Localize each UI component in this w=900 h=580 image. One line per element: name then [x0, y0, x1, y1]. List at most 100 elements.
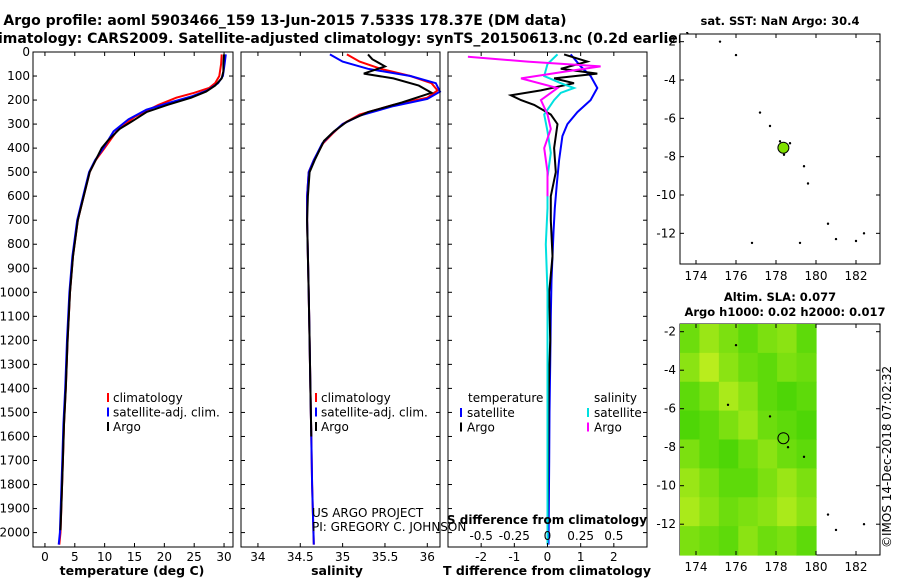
map-xtick-label: 180 [805, 269, 828, 283]
map-ytick-label: -2 [664, 35, 676, 49]
sla-cell [718, 352, 739, 383]
xtick-label: 5 [71, 550, 79, 564]
legend-label: Argo [467, 421, 495, 435]
sla-cell [796, 468, 817, 498]
sla-cell [777, 526, 798, 556]
series-line-argo [59, 54, 225, 531]
sla-cell [699, 324, 720, 354]
legend-label: satellite [467, 406, 515, 420]
ytick-label: 600 [7, 189, 30, 203]
map-ytick-label: -8 [664, 150, 676, 164]
sla-cell [738, 468, 759, 498]
salinity-panel: 34 34.5 35 35.5 36 salinity climatologysatel… [240, 51, 466, 578]
sla-cell [699, 497, 720, 527]
sla-cell [757, 526, 778, 556]
sla-cell [796, 410, 817, 441]
sla-map-panel: Altim. SLA: 0.077 Argo h1000: 0.02 h2000… [656, 290, 885, 574]
xtick-label: -2 [475, 550, 487, 564]
figure-title-line1: Argo profile: aoml 5903466_159 13-Jun-20… [3, 13, 566, 29]
salinity-xlabel: salinity [311, 563, 363, 578]
legend-label: Argo [113, 420, 141, 434]
ytick-label: 1200 [0, 333, 30, 347]
series-line-s-satellite [543, 53, 577, 545]
map-ytick-label: -2 [664, 325, 676, 339]
legend-label: satellite-adj. clim. [113, 406, 220, 420]
map-xtick-label: 174 [685, 269, 708, 283]
xtick-label: 35.5 [372, 550, 399, 564]
xtick-label: 34.5 [287, 550, 314, 564]
sla-map-content [680, 324, 866, 556]
argo-location-dot [726, 403, 730, 407]
sla-cell [738, 352, 759, 383]
xtick-label: 0 [41, 550, 49, 564]
series-line-satellite-adj-clim- [306, 53, 442, 545]
sla-cell [796, 497, 817, 527]
ytick-label: 500 [7, 165, 30, 179]
ytick-label: 1700 [0, 453, 30, 467]
sla-cell [757, 381, 778, 412]
sla-cell [718, 526, 739, 556]
sla-cell [680, 497, 701, 527]
sla-cell [680, 526, 701, 556]
imos-credit: ©IMOS 14-Dec-2018 07:02:32 [880, 366, 894, 548]
sla-cell [757, 410, 778, 441]
series-line-climatology [306, 53, 439, 545]
legend-title-temperature: temperature [468, 391, 543, 405]
argo-location-dot [768, 124, 772, 128]
legend-label: Argo [594, 421, 622, 435]
sla-cell [718, 324, 739, 354]
xtick-label: 15 [127, 550, 142, 564]
map-ytick-label: -8 [664, 440, 676, 454]
sla-cell [777, 381, 798, 412]
sst-map-axes: 174 176 178 180 182 -2 -4 -6 -8 -10 -12 [656, 34, 880, 283]
xtick-label: 36 [420, 550, 435, 564]
sla-cell [738, 497, 759, 527]
sla-cell [777, 410, 798, 441]
argo-location-dot [834, 528, 838, 532]
argo-location-dot [862, 523, 866, 526]
sla-cell [796, 439, 817, 469]
argo-location-dot [854, 239, 858, 243]
sla-cell [680, 381, 701, 412]
legend-label: satellite-adj. clim. [321, 406, 428, 420]
sla-cell [777, 497, 798, 527]
ytick-label: 200 [7, 93, 30, 107]
map-ytick-label: -10 [656, 188, 676, 202]
sla-cell [738, 526, 759, 556]
series-line-climatology [58, 54, 223, 545]
sla-cell [757, 468, 778, 498]
sla-cell [757, 497, 778, 527]
sla-cell [699, 352, 720, 383]
sst-map-title: sat. SST: NaN Argo: 30.4 [700, 14, 859, 28]
xtick-label: 34 [250, 550, 265, 564]
sst-map-frame [679, 33, 881, 265]
sla-cell [757, 439, 778, 469]
argo-location-dot [788, 142, 792, 145]
map-ytick-label: -12 [656, 226, 676, 240]
legend-label: satellite [594, 406, 642, 420]
xtick-label: 20 [157, 550, 172, 564]
xtick-label: 0 [544, 550, 552, 564]
ytick-label: 0 [22, 45, 30, 59]
sla-cell [718, 468, 739, 498]
sla-cell [718, 497, 739, 527]
ytick-label: 2000 [0, 526, 30, 540]
argo-location-dot [782, 153, 786, 156]
sla-cell [680, 324, 701, 354]
xtick-label: 2 [610, 550, 618, 564]
sla-cell [757, 324, 778, 354]
sla-cell [680, 352, 701, 383]
sla-cell [718, 381, 739, 412]
sla-cell [680, 410, 701, 441]
float-position-marker [777, 141, 790, 154]
map-xtick-label: 180 [805, 560, 828, 574]
sla-cell [699, 381, 720, 412]
sla-cell [738, 381, 759, 412]
ytick-label: 700 [7, 213, 30, 227]
difference-xlabel: T difference from climatology [443, 563, 651, 578]
argo-location-dot [826, 222, 830, 225]
map-xtick-label: 176 [725, 269, 748, 283]
credit-project: US ARGO PROJECT [312, 506, 424, 520]
map-xtick-label: 182 [845, 560, 868, 574]
